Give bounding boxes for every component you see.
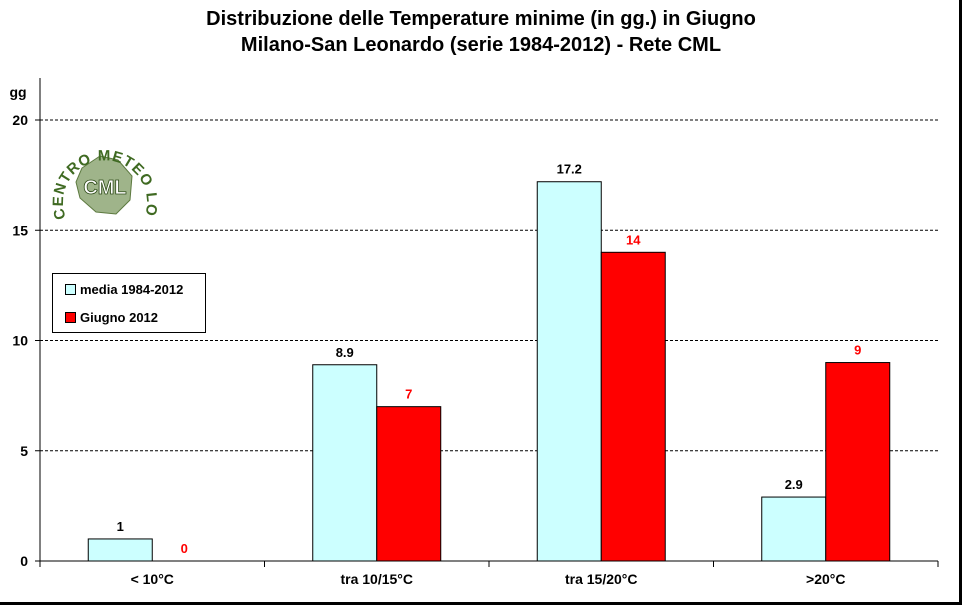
x-tick-label: tra 10/15°C <box>340 571 413 587</box>
data-label: 14 <box>626 232 641 247</box>
data-label: 8.9 <box>336 345 354 360</box>
x-tick-label: < 10°C <box>131 571 174 587</box>
data-label: 7 <box>405 387 412 402</box>
bar-giugno <box>600 251 666 562</box>
bar-media <box>536 181 602 562</box>
legend-swatch-giugno <box>65 312 76 323</box>
x-tick-label: tra 15/20°C <box>565 571 638 587</box>
data-label: 17.2 <box>557 162 582 177</box>
y-tick-label: 5 <box>20 443 28 459</box>
data-label: 0 <box>181 541 188 556</box>
bar-giugno <box>376 406 442 562</box>
y-tick-label: 10 <box>12 333 28 349</box>
bar-media <box>312 364 378 562</box>
bar-media <box>87 538 153 562</box>
legend-swatch-media <box>65 284 76 295</box>
y-tick-label: 0 <box>20 553 28 569</box>
legend-label-media: media 1984-2012 <box>80 282 184 297</box>
cml-logo: CENTRO METEO LOMBARDO CML <box>52 128 158 246</box>
legend-label-giugno: Giugno 2012 <box>80 310 159 325</box>
data-label: 9 <box>854 343 861 358</box>
chart-title: Distribuzione delle Temperature minime (… <box>206 8 756 30</box>
legend: media 1984-2012 Giugno 2012 <box>52 273 206 333</box>
bar-giugno <box>825 362 891 562</box>
y-tick-label: 15 <box>12 222 28 238</box>
y-axis-title: gg <box>9 84 26 100</box>
data-label: 2.9 <box>785 477 803 492</box>
legend-item-giugno: Giugno 2012 <box>65 310 158 325</box>
logo-center-text: CML <box>83 177 126 199</box>
chart-subtitle: Milano-San Leonardo (serie 1984-2012) - … <box>240 34 722 56</box>
bar-media <box>761 496 827 562</box>
y-tick-label: 20 <box>12 112 28 128</box>
x-tick-label: >20°C <box>806 571 845 587</box>
data-label: 1 <box>117 519 124 534</box>
legend-item-media: media 1984-2012 <box>65 282 183 297</box>
